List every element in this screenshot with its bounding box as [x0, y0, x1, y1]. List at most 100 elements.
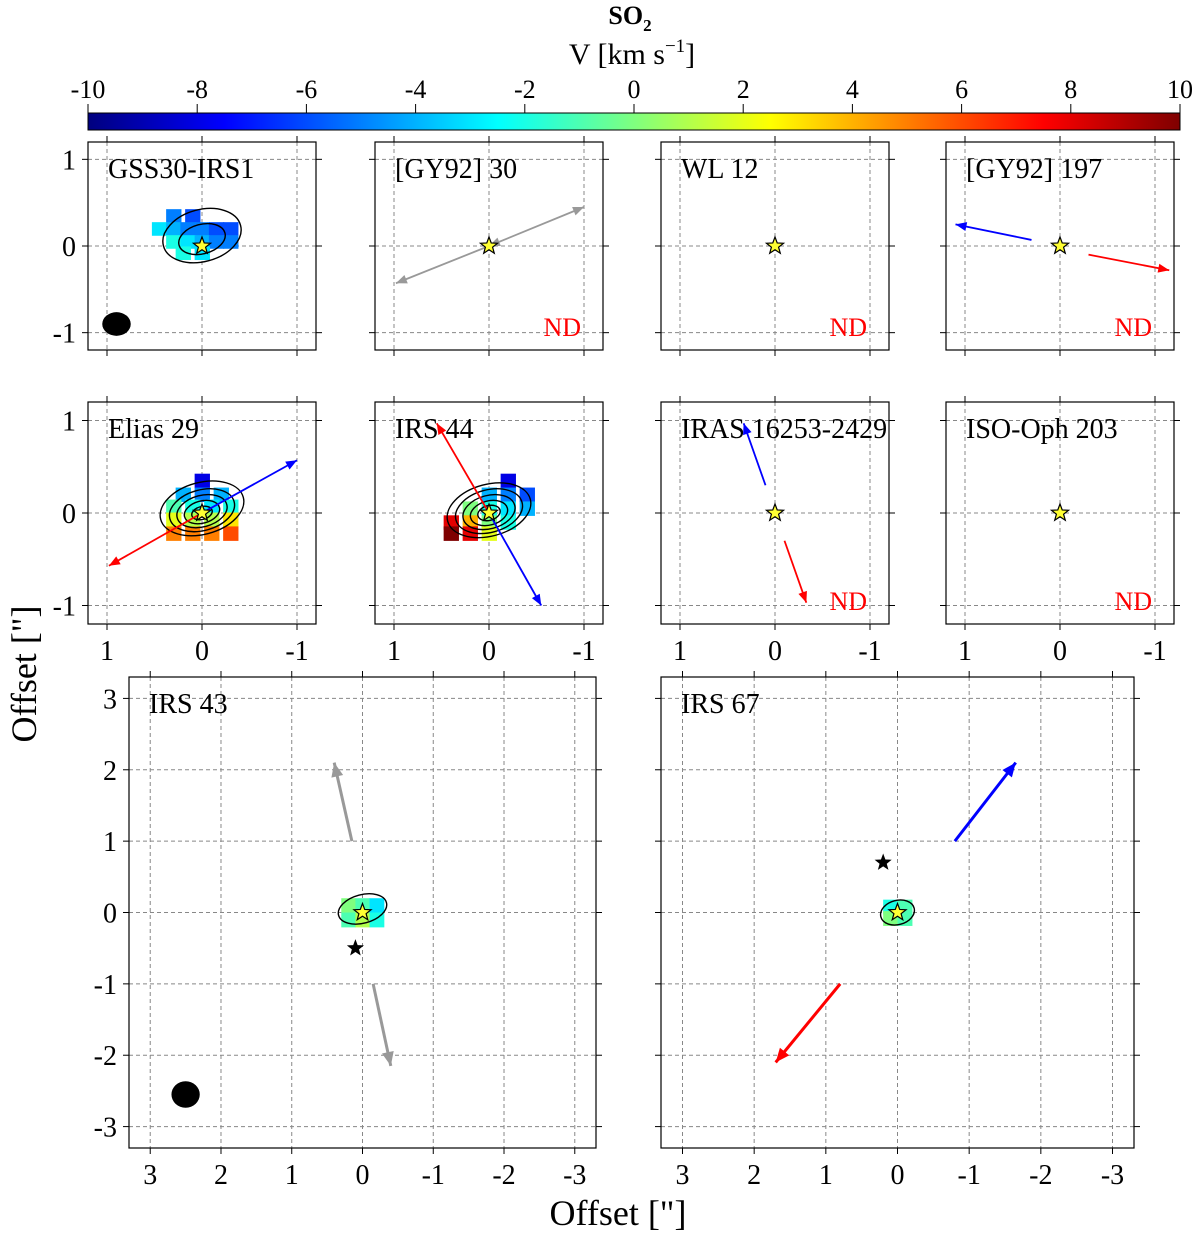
intensity-contour	[462, 493, 516, 531]
velocity-pixel	[500, 473, 516, 489]
y-tick-label: 2	[103, 756, 117, 787]
panel-plot-area	[375, 402, 603, 624]
x-tick-label: 0	[1053, 636, 1067, 667]
source-star	[352, 901, 373, 922]
colorbar-tick-label: -10	[71, 75, 106, 104]
velocity-pixel	[341, 912, 357, 928]
panel-gy92-30: [GY92] 30 ND	[369, 136, 609, 356]
beam-ellipse	[171, 1081, 200, 1108]
beam-ellipse	[102, 312, 131, 336]
x-tick-label: 0	[768, 636, 782, 667]
not-detected-label: ND	[829, 587, 867, 616]
intensity-contour	[477, 504, 501, 522]
colorbar-tick-label: -6	[296, 75, 318, 104]
source-star	[478, 235, 500, 255]
companion-star	[874, 853, 892, 870]
source-star	[887, 901, 908, 922]
panel-title: WL 12	[681, 154, 759, 185]
colorbar-label: V [km s−1]	[569, 36, 695, 71]
intensity-contour	[162, 207, 242, 264]
y-tick-label: 1	[62, 145, 76, 176]
y-tick-label: 1	[103, 827, 117, 858]
panel-irs-67: 3 2 1 0 -1 -2 -3 IRS 67	[655, 671, 1140, 1191]
velocity-pixel	[500, 501, 516, 516]
panel-plot-area	[375, 142, 603, 350]
outflow-arrow-blue	[488, 512, 543, 606]
velocity-pixel	[223, 222, 239, 236]
intensity-contour	[178, 222, 226, 256]
y-tick-label: -3	[94, 1113, 117, 1144]
x-tick-label: 1	[819, 1160, 833, 1191]
intensity-contour	[469, 499, 509, 527]
y-axis-label: Offset ["]	[4, 606, 44, 743]
colorbar-tick-label: 4	[846, 75, 859, 104]
outflow-arrowhead-blue	[285, 460, 297, 470]
not-detected-label: ND	[1114, 587, 1152, 616]
panel-irs-44: 1 0 -1 IRS 44	[369, 396, 609, 667]
outflow-arrowhead-gray	[381, 1050, 394, 1066]
panel-plot-area	[946, 142, 1174, 350]
velocity-pixel	[185, 526, 201, 541]
x-tick-label: -1	[572, 636, 595, 667]
velocity-pixel	[208, 222, 225, 236]
outflow-arrowhead-gray	[395, 275, 408, 284]
not-detected-label: ND	[1114, 313, 1152, 342]
x-tick-label: 0	[195, 636, 209, 667]
outflow-arrowhead-red	[775, 1047, 790, 1063]
y-tick-label: -2	[94, 1041, 117, 1072]
x-tick-label: 0	[356, 1160, 370, 1191]
panel-title: IRS 67	[681, 689, 760, 720]
source-star	[764, 502, 786, 522]
panel-title: Elias 29	[108, 414, 199, 445]
x-tick-label: 0	[891, 1160, 905, 1191]
outflow-arrowhead-red	[436, 423, 447, 436]
x-tick-label: 1	[673, 636, 687, 667]
panel-plot-area	[661, 402, 889, 624]
panel-plot-area	[88, 142, 316, 350]
y-tick-label: 0	[62, 232, 76, 263]
panel-title: [GY92] 197	[966, 154, 1102, 185]
panel-iras-16253-2429: 1 0 -1 IRAS 16253-2429 ND	[655, 396, 895, 667]
intensity-contour	[168, 488, 236, 533]
not-detected-label: ND	[543, 313, 581, 342]
x-tick-label: 1	[285, 1160, 299, 1191]
y-tick-label: -1	[94, 970, 117, 1001]
panel-wl-12: WL 12 ND	[655, 136, 895, 356]
velocity-pixel	[223, 526, 239, 541]
velocity-pixel	[341, 898, 357, 914]
outflow-arrowhead-red	[798, 590, 807, 603]
panel-title: [GY92] 30	[395, 154, 517, 185]
panel-gss30-irs1: 1 0 -1 GSS30-IRS1	[53, 136, 322, 356]
velocity-pixel	[208, 235, 225, 249]
velocity-pixel	[369, 898, 385, 914]
source-star	[1049, 502, 1071, 522]
panel-title: ISO-Oph 203	[966, 414, 1118, 445]
colorbar-tick-label: 0	[628, 75, 641, 104]
intensity-contour	[191, 505, 213, 521]
velocity-pixel	[166, 222, 182, 236]
panel-title: IRAS 16253-2429	[681, 414, 887, 445]
y-tick-label: 0	[62, 499, 76, 530]
velocity-pixel	[223, 512, 239, 528]
velocity-pixel	[443, 526, 459, 541]
intensity-contour	[879, 899, 916, 926]
source-star	[191, 235, 213, 255]
colorbar-tick-label: -8	[186, 75, 208, 104]
velocity-pixel	[166, 235, 182, 249]
x-tick-label: -1	[285, 636, 308, 667]
colorbar-tick-label: 10	[1167, 75, 1193, 104]
x-tick-label: 1	[387, 636, 401, 667]
outflow-arrow-gray	[395, 245, 490, 285]
panel-title: IRS 43	[149, 689, 228, 720]
x-tick-label: 2	[214, 1160, 228, 1191]
panel-title: GSS30-IRS1	[108, 154, 254, 185]
outflow-arrowhead-blue	[955, 222, 968, 231]
outflow-arrow-red	[774, 982, 842, 1064]
y-tick-label: -1	[53, 319, 76, 350]
outflow-arrow-blue	[201, 459, 298, 514]
velocity-pixel	[462, 515, 478, 530]
outflow-arrowhead-red	[108, 556, 121, 566]
x-tick-label: -3	[563, 1160, 586, 1191]
panel-plot-area	[88, 402, 316, 624]
